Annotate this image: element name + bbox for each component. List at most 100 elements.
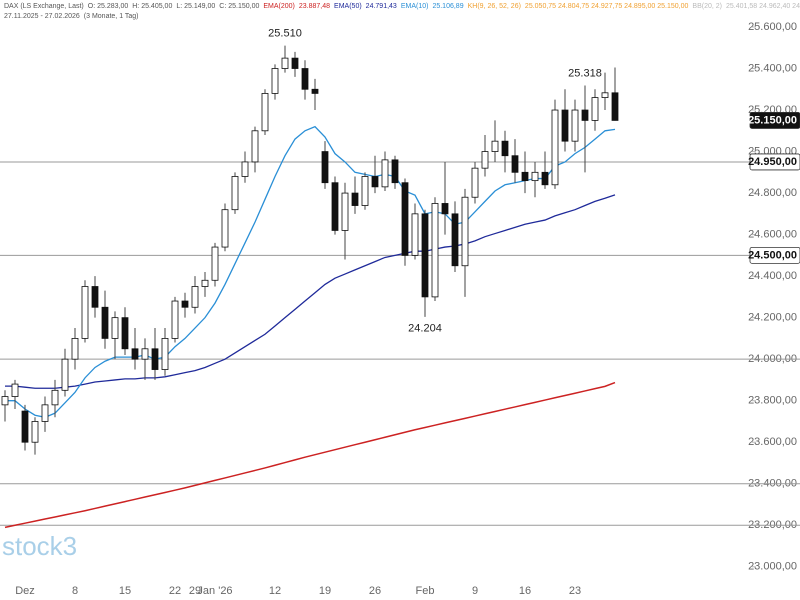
y-tick-label: 25.400,00 xyxy=(748,62,797,74)
candle-body xyxy=(291,57,299,69)
legend-value: 25.106,89 xyxy=(432,3,464,10)
y-tick-label: 23.800,00 xyxy=(748,395,797,407)
price-marker-label: 24.500,00 xyxy=(748,249,797,261)
candle-body xyxy=(341,192,349,231)
legend-name: EMA(10) xyxy=(400,3,429,10)
candle-body xyxy=(91,286,99,308)
candle-body xyxy=(121,317,129,350)
annotation: 25.510 xyxy=(268,28,302,40)
candle-body xyxy=(601,92,609,98)
candle-body xyxy=(151,348,159,370)
candle-body xyxy=(421,213,429,298)
y-tick-label: 24.800,00 xyxy=(748,187,797,199)
candle-body xyxy=(141,348,149,360)
candle-body xyxy=(61,358,69,391)
indicator-name: KH(9, 26, 52, 26) xyxy=(467,3,521,10)
candle-body xyxy=(431,203,439,298)
candle-body xyxy=(571,109,579,142)
candle-body xyxy=(41,404,49,422)
annotation: 24.204 xyxy=(408,323,442,335)
candle-body xyxy=(161,338,169,370)
ema-line xyxy=(5,194,616,389)
candle-body xyxy=(481,151,489,169)
candle-body xyxy=(271,68,279,94)
candle-body xyxy=(301,68,309,90)
candle-body xyxy=(591,97,599,121)
x-tick-label: Jan '26 xyxy=(197,585,232,597)
candle-body xyxy=(321,151,329,184)
x-tick-label: 22 xyxy=(169,585,181,597)
candle-body xyxy=(81,286,89,339)
indicator-name: BB(20, 2) xyxy=(692,3,722,10)
candle-body xyxy=(211,246,219,281)
legend-value: 24.791,43 xyxy=(365,3,397,10)
x-tick-label: Feb xyxy=(416,585,435,597)
ohlc-value: H: 25.405,00 xyxy=(132,3,173,10)
price-marker-label: 25.150,00 xyxy=(748,114,797,126)
legend-name: EMA(200) xyxy=(263,3,295,10)
y-tick-label: 23.000,00 xyxy=(748,561,797,573)
candle-body xyxy=(371,176,379,188)
x-tick-label: 15 xyxy=(119,585,131,597)
candle-body xyxy=(471,167,479,198)
instrument: DAX (LS Exchange, Last) xyxy=(4,3,84,10)
candle-body xyxy=(381,159,389,188)
legend-value: 23.887,48 xyxy=(298,3,331,10)
x-tick-label: 9 xyxy=(472,585,478,597)
candle-body xyxy=(391,159,399,184)
candle-body xyxy=(241,161,249,177)
candle-body xyxy=(281,57,289,69)
ohlc-value: C: 25.150,00 xyxy=(219,3,260,10)
x-tick-label: Dez xyxy=(15,585,35,597)
indicator-value: 25.401,58 24.962,40 24.523,26 xyxy=(726,3,800,10)
y-tick-label: 24.200,00 xyxy=(748,312,797,324)
x-tick-label: 29 xyxy=(189,585,201,597)
candle-body xyxy=(71,338,79,360)
candle-body xyxy=(331,182,339,231)
y-tick-label: 25.600,00 xyxy=(748,21,797,33)
candle-body xyxy=(361,176,369,206)
candle-body xyxy=(581,109,589,121)
x-tick-label: 19 xyxy=(319,585,331,597)
price-marker-label: 24.950,00 xyxy=(748,156,797,168)
candle-body xyxy=(491,140,499,152)
candle-body xyxy=(501,140,509,157)
candle-body xyxy=(611,92,619,121)
candle-body xyxy=(251,130,259,163)
candle-body xyxy=(11,383,19,397)
candle-body xyxy=(261,93,269,132)
candle-body xyxy=(521,171,529,182)
candle-body xyxy=(181,300,189,308)
chart-header: DAX (LS Exchange, Last) O: 25.283,00 H: 25… xyxy=(4,2,800,22)
x-tick-label: 26 xyxy=(369,585,381,597)
x-tick-label: 8 xyxy=(72,585,78,597)
period: 27.11.2025 - 27.02.2026 xyxy=(4,13,80,20)
legend-name: EMA(50) xyxy=(334,3,362,10)
candle-body xyxy=(31,421,39,443)
y-tick-label: 24.600,00 xyxy=(748,229,797,241)
candle-body xyxy=(311,88,319,94)
x-tick-label: 16 xyxy=(519,585,531,597)
candle-body xyxy=(21,410,29,443)
candle-body xyxy=(401,182,409,256)
y-tick-label: 24.400,00 xyxy=(748,270,797,282)
ohlc-value: L: 25.149,00 xyxy=(176,3,216,10)
period-span: (3 Monate, 1 Tag) xyxy=(83,13,139,20)
watermark: stock3 xyxy=(2,531,77,561)
candle-body xyxy=(191,286,199,308)
y-tick-label: 23.600,00 xyxy=(748,436,797,448)
candle-body xyxy=(1,396,9,406)
candle-body xyxy=(111,317,119,339)
price-marker xyxy=(749,112,800,129)
ema-line xyxy=(4,381,616,529)
x-tick-label: 23 xyxy=(569,585,581,597)
ema-line xyxy=(5,125,616,418)
candle-body xyxy=(51,389,59,406)
candle-body xyxy=(561,109,569,142)
candle-body xyxy=(101,306,109,339)
indicator-value: 25.050,75 24.804,75 24.927,75 24.895,00 … xyxy=(524,3,689,10)
candle-body xyxy=(231,176,239,211)
candle-body xyxy=(441,203,449,215)
